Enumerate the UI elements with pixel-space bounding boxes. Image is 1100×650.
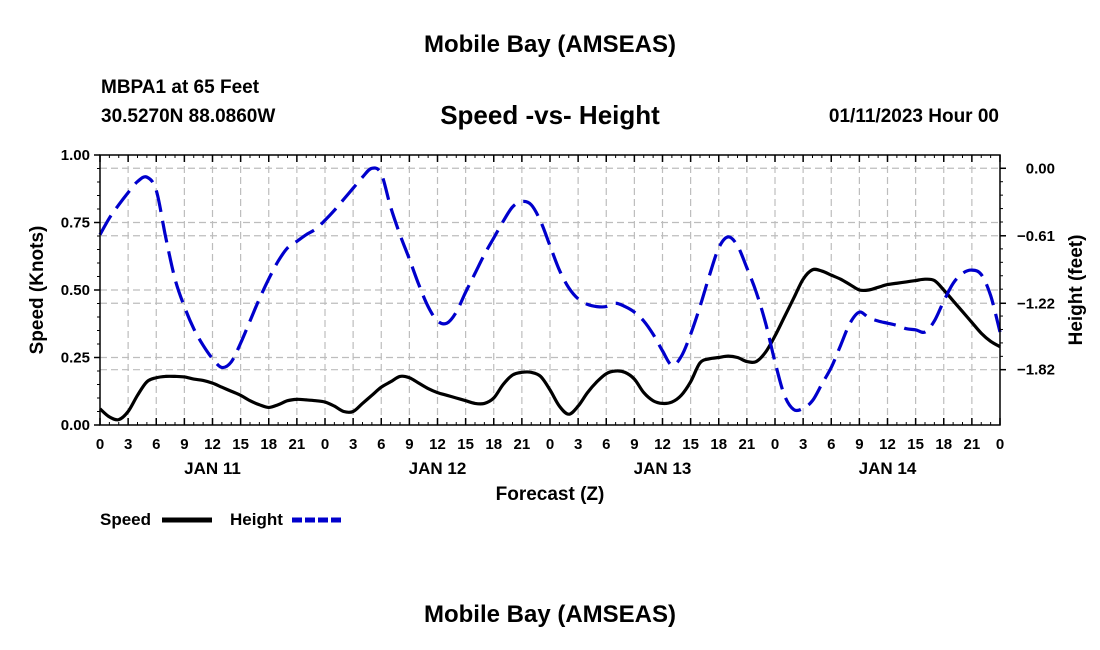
y-tick-label: 0.50 [61, 282, 90, 299]
x-tick-label: 21 [514, 436, 531, 453]
x-tick-label: 0 [996, 436, 1004, 453]
x-tick-label: 6 [152, 436, 160, 453]
day-label: JAN 11 [184, 459, 241, 478]
x-tick-label: 18 [260, 436, 277, 453]
y2-tick-label: −1.82 [1017, 362, 1055, 379]
x-tick-label: 12 [879, 436, 896, 453]
x-tick-label: 0 [771, 436, 779, 453]
chart-subtitle: Speed -vs- Height [440, 100, 660, 130]
station-label: MBPA1 at 65 Feet [101, 77, 260, 98]
x-tick-label: 9 [855, 436, 863, 453]
y-tick-label: 0.75 [61, 215, 90, 232]
x-tick-label: 18 [935, 436, 952, 453]
x-tick-label: 3 [349, 436, 357, 453]
x-tick-label: 12 [204, 436, 221, 453]
x-tick-label: 3 [799, 436, 807, 453]
x-tick-label: 0 [546, 436, 554, 453]
y2-axis-title: Height (feet) [1066, 235, 1087, 346]
x-tick-label: 9 [630, 436, 638, 453]
x-tick-label: 18 [485, 436, 502, 453]
series-layer [98, 166, 1002, 422]
page-title: Mobile Bay (AMSEAS) [423, 31, 677, 58]
y-axis-title: Speed (Knots) [27, 226, 48, 355]
y-tick-label: 0.25 [61, 350, 90, 367]
legend-label-height: Height [230, 510, 283, 529]
axes: 0 3 6 9 12 15 18 21 0 3 6 9 12 15 18 21 0 3 6 9 12 15 18 21 0 3 6 9… [27, 147, 1087, 505]
x-tick-label: 15 [457, 436, 474, 453]
day-label: JAN 13 [634, 459, 692, 478]
x-tick-label: 12 [654, 436, 671, 453]
y-tick-label: 1.00 [61, 147, 90, 164]
x-tick-label: 21 [289, 436, 306, 453]
y2-tick-label: 0.00 [1026, 160, 1055, 177]
day-label: JAN 14 [859, 459, 917, 478]
x-tick-label: 6 [377, 436, 385, 453]
x-tick-label: 15 [907, 436, 924, 453]
day-label: JAN 12 [409, 459, 467, 478]
x-tick-label: 3 [124, 436, 132, 453]
station-coordinates: 30.5270N 88.0860W [101, 106, 276, 127]
y2-tick-label: −0.61 [1017, 228, 1055, 245]
x-tick-label: 15 [682, 436, 699, 453]
y2-tick-label: −1.22 [1017, 295, 1055, 312]
series-line-height [98, 166, 1002, 413]
forecast-datetime: 01/11/2023 Hour 00 [828, 106, 999, 127]
x-tick-label: 0 [96, 436, 104, 453]
legend-label-speed: Speed [100, 510, 151, 529]
x-axis-title: Forecast (Z) [496, 484, 605, 505]
x-tick-label: 18 [710, 436, 727, 453]
footer-title: Mobile Bay (AMSEAS) [423, 601, 677, 628]
x-tick-label: 6 [602, 436, 610, 453]
x-tick-label: 21 [964, 436, 981, 453]
x-tick-label: 21 [739, 436, 756, 453]
grid [100, 155, 1000, 425]
x-tick-label: 0 [321, 436, 329, 453]
series-line-speed [98, 267, 1001, 422]
x-tick-label: 9 [180, 436, 188, 453]
x-tick-label: 12 [429, 436, 446, 453]
x-tick-label: 3 [574, 436, 582, 453]
x-tick-label: 15 [232, 436, 249, 453]
y-tick-label: 0.00 [61, 417, 90, 434]
x-tick-label: 9 [405, 436, 413, 453]
legend: Speed Height [100, 510, 342, 529]
x-tick-label: 6 [827, 436, 835, 453]
